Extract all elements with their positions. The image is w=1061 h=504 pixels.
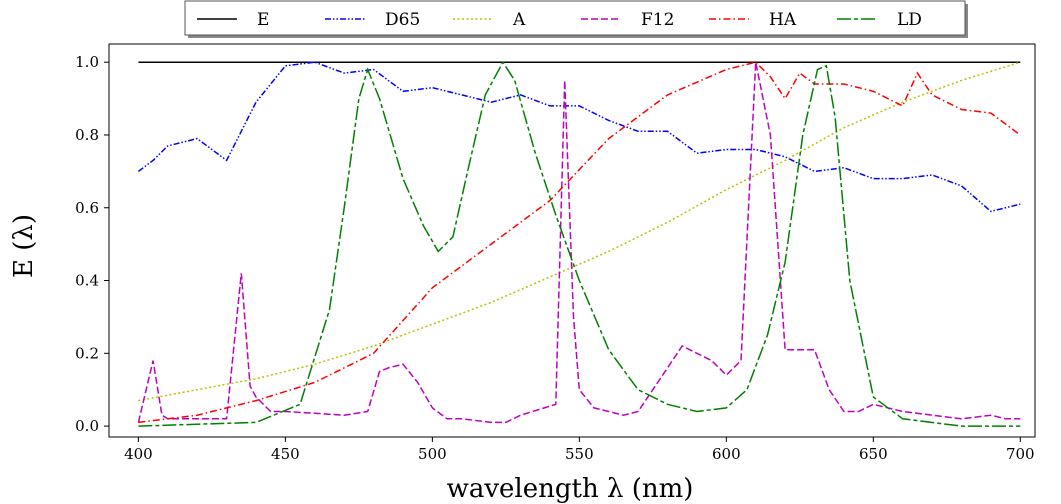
legend-label-e: E [257, 10, 269, 30]
plot-frame [108, 43, 1036, 438]
x-tick-label: 550 [565, 445, 594, 463]
x-tick-label: 700 [1006, 445, 1035, 463]
legend-label-ha: HA [769, 10, 797, 30]
y-tick-label: 0.6 [75, 199, 99, 217]
series-line-d65 [137, 61, 1021, 213]
ticks-layer: 400 450 500 550 600 650 700 0.0 0.2 0.4 0.6 0.8 1.0 [75, 53, 1034, 463]
legend-label-d65: D65 [385, 10, 420, 30]
legend-label-a: A [512, 10, 526, 30]
y-tick-label: 0.2 [75, 344, 99, 362]
series-line-ha [138, 61, 1021, 424]
series-line-a [138, 61, 1021, 402]
y-tick-label: 1.0 [75, 53, 99, 71]
y-tick-label: 0.4 [75, 272, 99, 290]
y-axis-title: E (λ) [9, 214, 39, 278]
series-line-f12 [137, 62, 1021, 424]
x-tick-label: 600 [712, 445, 741, 463]
y-tick-label: 0.8 [75, 126, 99, 144]
x-tick-label: 450 [271, 445, 300, 463]
legend-frame [184, 0, 966, 36]
legend-label-ld: LD [897, 10, 922, 30]
x-axis-title: wavelength λ (nm) [447, 474, 694, 504]
series-line-ld [138, 60, 1021, 427]
y-tick-label: 0.0 [75, 417, 99, 435]
x-tick-label: 650 [859, 445, 888, 463]
legend-label-f12: F12 [641, 10, 674, 30]
legend: E D65 A F12 HA LD [184, 0, 968, 38]
x-tick-label: 500 [418, 445, 447, 463]
x-tick-label: 400 [124, 445, 153, 463]
series-layer [137, 60, 1021, 427]
